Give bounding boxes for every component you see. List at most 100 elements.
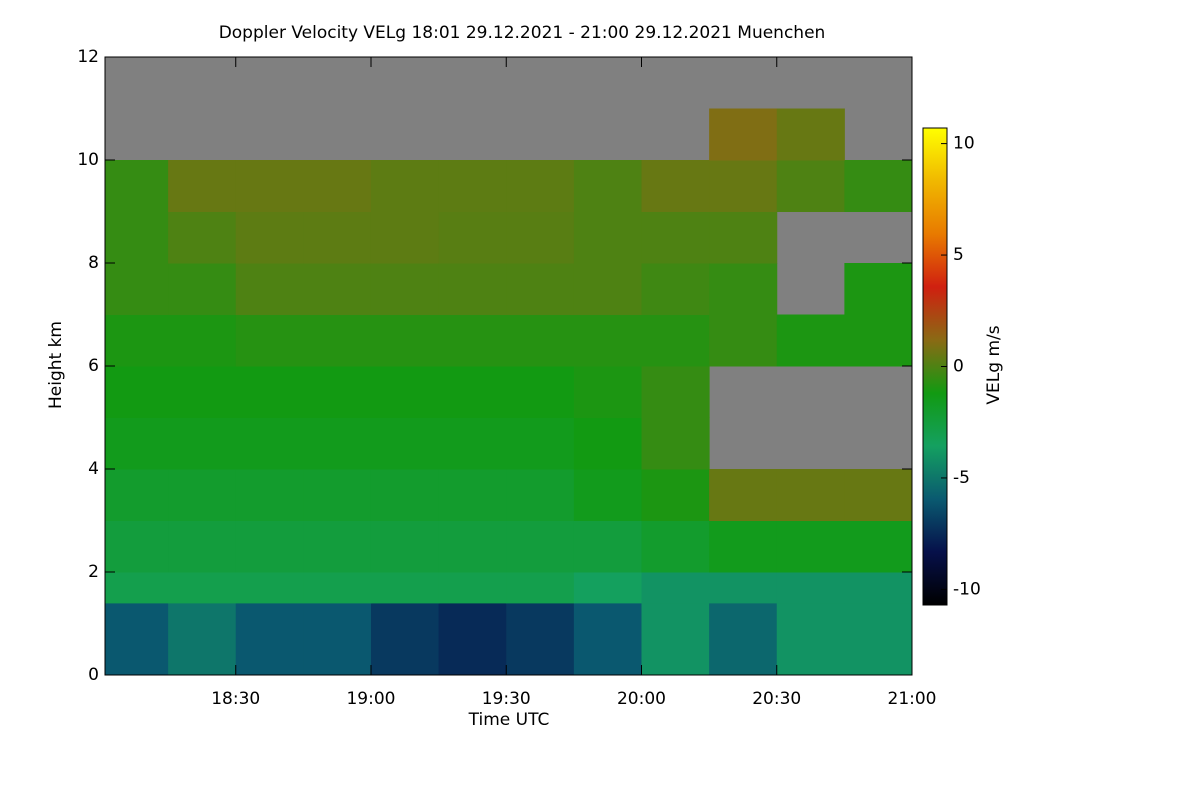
heatmap-cell [235,366,304,418]
heatmap-cell [438,314,507,367]
heatmap-cell [105,469,169,521]
heatmap-cell [370,572,440,604]
x-tick-label: 21:00 [888,689,937,709]
heatmap-cell [709,314,778,367]
heatmap-cell [370,520,440,573]
heatmap-cell [776,469,845,521]
heatmap-cell [235,417,304,470]
heatmap-cell [438,602,507,676]
heatmap-cell [438,417,507,470]
heatmap-cell [370,314,440,367]
heatmap-cell [573,314,642,367]
colorbar-tick-label: -10 [953,579,981,599]
heatmap-cell [370,602,440,676]
heatmap-cell [573,469,642,521]
heatmap-cell [235,263,304,315]
heatmap-cell [506,417,575,470]
heatmap-cell [303,366,372,418]
heatmap-cell [641,160,710,212]
x-axis-label: Time UTC [468,710,550,730]
heatmap-cell [573,211,642,264]
y-tick-label: 12 [77,47,99,67]
heatmap-cell [303,314,372,367]
heatmap-cell [506,314,575,367]
colorbar-tick-label: 0 [953,357,964,377]
heatmap-cell [303,520,372,573]
heatmap-cell [709,211,778,264]
heatmap-cell [709,602,778,676]
heatmap-cell [709,520,778,573]
heatmap-cell [641,602,710,676]
heatmap-cell [573,417,642,470]
heatmap-cell [776,572,845,604]
heatmap-cell [844,314,913,367]
heatmap-cell [303,160,372,212]
heatmap-cell [303,211,372,264]
heatmap-cell [168,314,237,367]
heatmap-cell [573,263,642,315]
heatmap-cell [168,602,237,676]
heatmap-cell [844,572,913,604]
heatmap-cell [168,211,237,264]
heatmap-cell [438,572,507,604]
colorbar-label: VELg m/s [984,325,1004,404]
heatmap-cell [776,314,845,367]
x-tick-label: 18:30 [211,689,260,709]
heatmap-cell [303,417,372,470]
heatmap-cell [438,366,507,418]
heatmap-cell [709,469,778,521]
heatmap-cell [235,211,304,264]
heatmap-cell [506,602,575,676]
heatmap-cell [168,417,237,470]
heatmap-cell [844,160,913,212]
chart-title: Doppler Velocity VELg 18:01 29.12.2021 -… [219,23,826,43]
heatmap-cell [573,160,642,212]
heatmap-cell [303,469,372,521]
heatmap-cell [506,469,575,521]
y-tick-label: 2 [88,562,99,582]
heatmap-cell [641,572,710,604]
x-tick-label: 20:00 [617,689,666,709]
heatmap-cell [641,314,710,367]
heatmap-cell [506,263,575,315]
heatmap-cell [506,160,575,212]
heatmap-cell [105,366,169,418]
heatmap-cell [709,572,778,604]
heatmap-cell [105,417,169,470]
heatmap-cell [506,211,575,264]
heatmap-cell [105,602,169,676]
heatmap-cell [641,417,710,470]
heatmap-cell [438,263,507,315]
colorbar-tick-label: 5 [953,245,964,265]
heatmap-cell [438,520,507,573]
heatmap-cell [370,160,440,212]
heatmap-cell [776,602,845,676]
colorbar-tick-label: 10 [953,134,975,154]
heatmap-cell [370,366,440,418]
heatmap-cell [438,211,507,264]
heatmap-cell [370,469,440,521]
heatmap-cell [573,572,642,604]
heatmap-cell [641,520,710,573]
heatmap-cell [370,211,440,264]
heatmap-cell [776,520,845,573]
heatmap-cell [506,520,575,573]
heatmap-cell [709,160,778,212]
heatmap-cell [641,366,710,418]
heatmap-cell [370,263,440,315]
y-tick-label: 0 [88,665,99,685]
x-tick-label: 19:30 [482,689,531,709]
heatmap-cell [641,263,710,315]
heatmap-cell [235,314,304,367]
heatmap-cell [105,572,169,604]
heatmap-cell [168,572,237,604]
heatmap-cell [844,520,913,573]
heatmap-cell [573,602,642,676]
y-tick-label: 10 [77,150,99,170]
heatmap-cell [506,572,575,604]
heatmap-cell [235,602,304,676]
heatmap-cell [235,160,304,212]
x-tick-label: 20:30 [752,689,801,709]
heatmap-cell [573,520,642,573]
